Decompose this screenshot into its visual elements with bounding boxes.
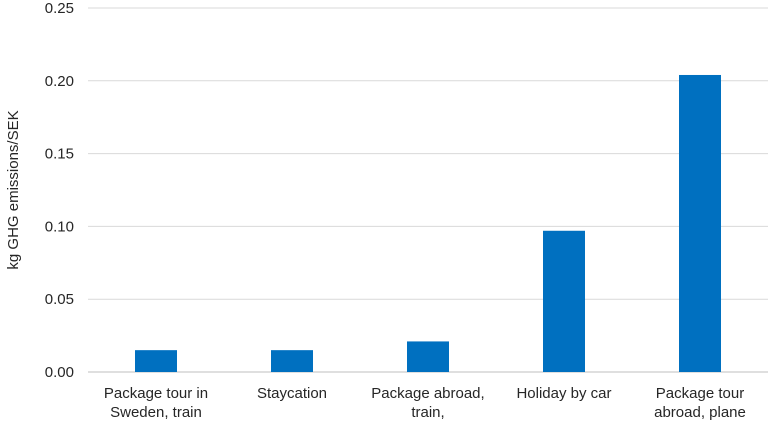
x-category-label: Holiday by car: [516, 385, 611, 402]
x-category-label: Package abroad, train,: [371, 385, 484, 421]
x-axis-category-labels: Package tour in Sweden, train Staycation Pa…: [104, 385, 746, 421]
x-category-label: Staycation: [257, 385, 327, 402]
x-category-label-line: Holiday by car: [516, 385, 611, 402]
x-category-label-line: Package tour in: [104, 385, 208, 402]
bar: [543, 230, 585, 372]
y-tick-label: 0.00: [45, 364, 74, 381]
x-category-label: Package tour in Sweden, train: [104, 385, 208, 421]
y-tick-label: 0.15: [45, 146, 74, 163]
y-tick-label: 0.25: [45, 0, 74, 17]
y-axis-title: kg GHG emissions/SEK: [5, 110, 22, 269]
x-category-label-line: Package tour: [656, 385, 744, 402]
x-category-label-line: abroad, plane: [654, 404, 746, 421]
bar: [407, 341, 449, 372]
y-tick-label: 0.20: [45, 73, 74, 90]
y-tick-label: 0.05: [45, 291, 74, 308]
bar: [135, 350, 177, 372]
bars: [135, 74, 721, 372]
x-category-label: Package tour abroad, plane: [654, 385, 746, 421]
x-category-label-line: Package abroad,: [371, 385, 484, 402]
x-category-label-line: Sweden, train: [110, 404, 202, 421]
y-tick-label: 0.10: [45, 218, 74, 235]
x-category-label-line: Staycation: [257, 385, 327, 402]
x-category-label-line: train,: [411, 404, 444, 421]
gridlines: [88, 7, 768, 373]
y-axis-ticks: 0.00 0.05 0.10 0.15 0.20 0.25: [45, 0, 74, 381]
bar: [271, 350, 313, 372]
bar: [679, 74, 721, 372]
